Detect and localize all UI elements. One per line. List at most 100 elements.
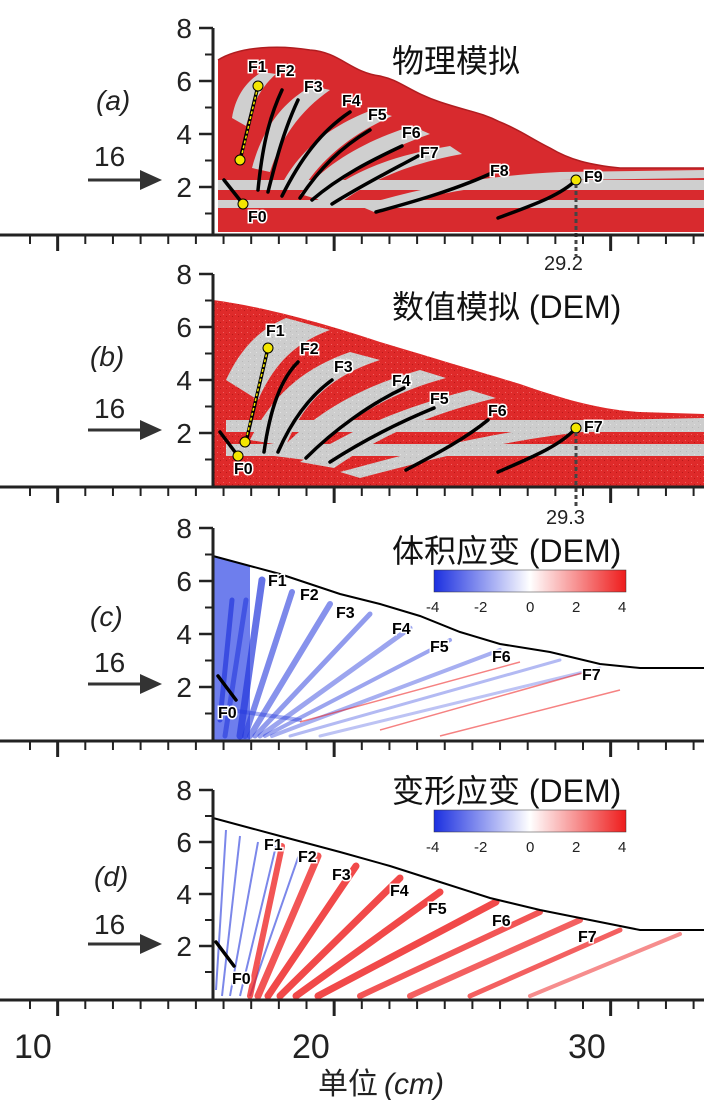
panel-d-cb-tick-4: 4 [618,839,626,856]
panel-d-cb-tick-2: 0 [526,839,534,856]
y-tick-label-c-4: 4 [176,619,192,650]
fault-label-b-f2: F2 [300,341,319,358]
fault-label-a-f8: F8 [490,163,509,180]
fault-a-f1-top-dot [252,80,264,92]
fault-a-f4 [280,110,352,198]
y-tick-label-d-2: 2 [176,931,192,962]
fault-b-f7-dot [570,422,582,434]
y-tick-label-a-6: 6 [176,66,192,97]
fault-a-f2 [256,88,284,192]
fault-label-a-f2: F2 [276,63,295,80]
fault-label-a-f3: F3 [304,79,323,96]
y-tick-label-b-2: 2 [176,418,192,449]
fault-label-a-f1: F1 [248,59,267,76]
fault-d-f0 [214,940,236,968]
fault-b-f1-bottom-dot [239,436,251,448]
fault-b-f5 [328,406,436,464]
y-tick-label-c-8: 8 [176,513,192,544]
y-tick-label-a-8: 8 [176,13,192,44]
fault-label-b-f1: F1 [266,323,285,340]
y-tick-label-c-6: 6 [176,566,192,597]
fault-a-f8 [374,170,496,214]
panel-d-label: (d) [94,861,128,892]
fault-label-d-f4: F4 [390,883,409,900]
fault-label-a-f0: F0 [248,209,267,226]
panel-c-cb-tick-3: 2 [572,599,580,616]
x-axis-title: 单位 (cm) [318,1068,444,1101]
axes-layer: 8 6 4 2 8 6 4 2 8 6 4 2 8 6 4 2 [0,13,704,1016]
fault-label-c-f0: F0 [218,705,237,722]
x-axis-unit: (cm) [384,1068,444,1101]
panel-c-cb-tick-1: -2 [474,599,487,616]
fault-b-f7 [496,426,578,474]
fault-b-f1-trace [245,347,269,441]
fault-label-d-f2: F2 [298,849,317,866]
panel-d-cb-tick-0: -4 [426,839,439,856]
panel-b-arrow-label: 16 [94,393,125,424]
fault-label-b-f3: F3 [334,359,353,376]
panel-a-title: 物理模拟 [392,43,520,79]
fault-label-c-f6: F6 [492,649,511,666]
panel-d-cb-tick-3: 2 [572,839,580,856]
fault-label-d-f6: F6 [492,913,511,930]
fault-b-f4 [304,386,406,460]
panel-c-arrow-label: 16 [94,647,125,678]
fault-label-c-f2: F2 [300,587,319,604]
fault-a-f0-dot [237,198,249,210]
push-arrow-head-c [140,674,162,694]
panel-c-surface [212,555,704,669]
panel-c-cb-tick-0: -4 [426,599,439,616]
fault-a-f6 [310,144,404,202]
y-tick-label-a-2: 2 [176,172,192,203]
panel-a-arrow-label: 16 [94,141,125,172]
fault-a-f7 [330,154,420,206]
fault-a-f3 [266,98,300,194]
fault-label-d-f7: F7 [578,929,597,946]
y-tick-label-b-8: 8 [176,259,192,290]
y-tick-label-d-4: 4 [176,879,192,910]
panel-b-label: (b) [90,341,124,372]
panel-c-cb-tick-4: 4 [618,599,626,616]
panel-c-colorbar: -4 -2 0 2 4 [426,569,626,616]
fault-label-a-f9: F9 [584,169,603,186]
fault-label-b-f7: F7 [584,419,603,436]
panel-d-surface [212,817,704,931]
x-axis-title-text: 单位 [318,1068,378,1101]
fault-a-f9 [496,178,578,220]
fault-label-a-f6: F6 [402,125,421,142]
fault-label-a-f5: F5 [368,107,387,124]
fault-label-a-f4: F4 [342,93,361,110]
fault-a-f1-bottom-dot [234,154,246,166]
panel-a-surface [217,46,704,169]
y-tick-label-d-6: 6 [176,827,192,858]
panel-a-marker-label: 29.2 [544,253,583,275]
fault-b-f3 [276,378,334,454]
fault-label-b-f0: F0 [234,461,253,478]
fault-b-f0-dot [232,450,244,462]
panel-c: F0 F1 F2 F3 F4 F5 F6 F7 体积应变 (DEM) (c) 1… [90,533,704,740]
fault-label-c-f5: F5 [430,639,449,656]
fault-label-b-f6: F6 [488,403,507,420]
y-tick-label-a-4: 4 [176,119,192,150]
fault-c-f0 [216,674,238,702]
panel-d-colorbar: -4 -2 0 2 4 [426,809,626,856]
y-tick-label-c-2: 2 [176,672,192,703]
panel-b-title: 数值模拟 (DEM) [392,289,621,325]
fault-label-b-f4: F4 [392,373,411,390]
fault-label-d-f0: F0 [232,971,251,988]
fault-label-d-f1: F1 [264,837,283,854]
fault-label-c-f1: F1 [268,573,287,590]
fault-b-f2 [262,360,300,454]
x-tick-label-20: 20 [292,1028,330,1066]
fault-a-f5 [298,128,372,200]
fault-a-f1-trace [240,85,259,159]
panel-c-cb-tick-2: 0 [526,599,534,616]
x-tick-label-30: 30 [568,1028,606,1066]
fault-label-a-f7: F7 [420,145,439,162]
panel-a-label: (a) [96,85,130,116]
push-arrow-head-d [140,934,162,954]
fault-label-c-f7: F7 [582,667,601,684]
fault-label-c-f4: F4 [392,621,411,638]
y-tick-label-b-6: 6 [176,312,192,343]
